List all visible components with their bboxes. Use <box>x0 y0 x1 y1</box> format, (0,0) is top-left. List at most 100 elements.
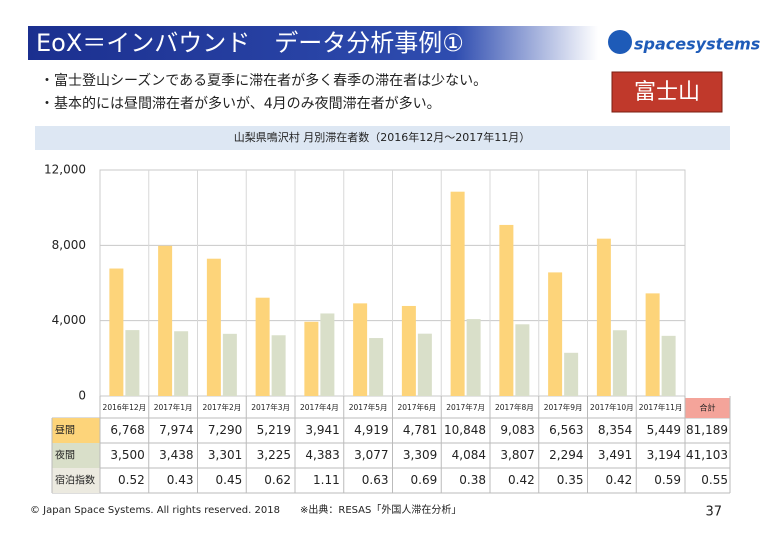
x-tick-label: 2017年1月 <box>154 402 193 412</box>
ratio-label: 宿泊指数 <box>55 474 95 487</box>
bar <box>596 238 611 396</box>
bar <box>174 331 189 396</box>
x-tick-label: 2017年5月 <box>349 402 388 412</box>
value-cell: 3,807 <box>500 448 534 462</box>
y-tick-label: 12,000 <box>44 163 86 177</box>
value-cell: 3,077 <box>354 448 388 462</box>
ratio-cell: 0.42 <box>508 473 535 487</box>
ratio-cell: 0.38 <box>459 473 486 487</box>
slide-title: EoX＝インバウンド データ分析事例① <box>36 29 464 57</box>
x-tick-label: 2017年7月 <box>446 402 485 412</box>
x-tick-label: 2017年6月 <box>397 402 436 412</box>
row-header-cell <box>52 418 100 443</box>
total-cell: 81,189 <box>686 423 728 437</box>
bar <box>612 330 627 396</box>
value-cell: 5,449 <box>647 423 681 437</box>
footer: © Japan Space Systems. All rights reserv… <box>30 505 280 516</box>
bar <box>222 333 237 396</box>
value-cell: 7,290 <box>208 423 242 437</box>
ratio-cell: 0.43 <box>167 473 194 487</box>
value-cell: 9,083 <box>500 423 534 437</box>
value-cell: 6,563 <box>549 423 583 437</box>
bar <box>499 224 514 396</box>
bar <box>661 335 676 396</box>
ratio-cell: 0.42 <box>606 473 633 487</box>
x-tick-label: 2017年2月 <box>202 402 241 412</box>
value-cell: 3,301 <box>208 448 242 462</box>
value-cell: 4,781 <box>403 423 437 437</box>
total-cell: 41,103 <box>686 448 728 462</box>
bar <box>158 245 173 396</box>
ratio-cell: 1.11 <box>313 473 340 487</box>
value-cell: 4,084 <box>452 448 486 462</box>
logo: spacesystems <box>634 35 760 54</box>
value-cell: 3,941 <box>305 423 339 437</box>
badge <box>611 71 723 113</box>
bar <box>466 319 481 396</box>
value-cell: 3,491 <box>598 448 632 462</box>
value-cell: 2,294 <box>549 448 583 462</box>
title-bar <box>28 26 598 60</box>
x-tick-label: 2017年10月 <box>590 402 634 412</box>
ratio-cell: 0.45 <box>216 473 243 487</box>
bar <box>564 352 579 396</box>
y-tick-label: 0 <box>78 389 86 403</box>
source: ※出典：RESAS「外国人滞在分析」 <box>300 503 461 516</box>
total-header-cell <box>685 398 730 418</box>
x-tick-label: 2017年8月 <box>495 402 534 412</box>
y-tick-label: 8,000 <box>52 238 86 252</box>
logo-icon <box>608 30 632 54</box>
value-cell: 8,354 <box>598 423 632 437</box>
page-number: 37 <box>705 505 722 520</box>
bar <box>450 191 465 396</box>
bar <box>417 333 432 396</box>
bar <box>548 272 563 396</box>
ratio-cell: 0.35 <box>557 473 584 487</box>
bar <box>125 330 140 396</box>
total-header: 合計 <box>700 403 716 413</box>
ratio-cell: 0.69 <box>411 473 438 487</box>
legend-label: 昼間 <box>55 425 75 437</box>
x-tick-label: 2016年12月 <box>103 402 147 412</box>
bullet: ・富士登山シーズンである夏季に滞在者が多く春季の滞在者は少ない。 <box>40 72 487 89</box>
bar <box>353 303 368 396</box>
bar <box>515 324 530 396</box>
legend-label: 夜間 <box>55 449 75 462</box>
bar <box>206 258 221 396</box>
value-cell: 5,219 <box>257 423 291 437</box>
x-tick-label: 2017年3月 <box>251 402 290 412</box>
value-cell: 3,500 <box>110 448 144 462</box>
bar <box>109 268 124 396</box>
badge-text: 富士山 <box>634 80 700 105</box>
bar <box>320 313 335 396</box>
value-cell: 4,383 <box>305 448 339 462</box>
value-cell: 3,194 <box>647 448 681 462</box>
value-cell: 3,309 <box>403 448 437 462</box>
bar <box>304 321 319 396</box>
ratio-cell: 0.59 <box>654 473 681 487</box>
value-cell: 3,225 <box>257 448 291 462</box>
value-cell: 10,848 <box>444 423 486 437</box>
bar <box>645 293 660 396</box>
value-cell: 4,919 <box>354 423 388 437</box>
x-tick-label: 2017年11月 <box>639 402 683 412</box>
chart-title: 山梨県鳴沢村 月別滞在者数（2016年12月～2017年11月） <box>234 130 530 144</box>
value-cell: 6,768 <box>110 423 144 437</box>
value-cell: 7,974 <box>159 423 193 437</box>
chart-title-band <box>35 126 730 150</box>
ratio-cell: 0.63 <box>362 473 389 487</box>
row-header-cell <box>52 468 100 493</box>
bullet: ・基本的には昼間滞在者が多いが、4月のみ夜間滞在者が多い。 <box>40 95 441 112</box>
y-tick-label: 4,000 <box>52 313 86 327</box>
ratio-total: 0.55 <box>701 473 728 487</box>
ratio-cell: 0.62 <box>264 473 291 487</box>
bar <box>369 338 384 396</box>
bar <box>255 297 270 396</box>
bar <box>401 305 416 396</box>
bar <box>271 335 286 396</box>
x-tick-label: 2017年9月 <box>544 402 583 412</box>
ratio-cell: 0.52 <box>118 473 145 487</box>
row-header-cell <box>52 443 100 468</box>
value-cell: 3,438 <box>159 448 193 462</box>
